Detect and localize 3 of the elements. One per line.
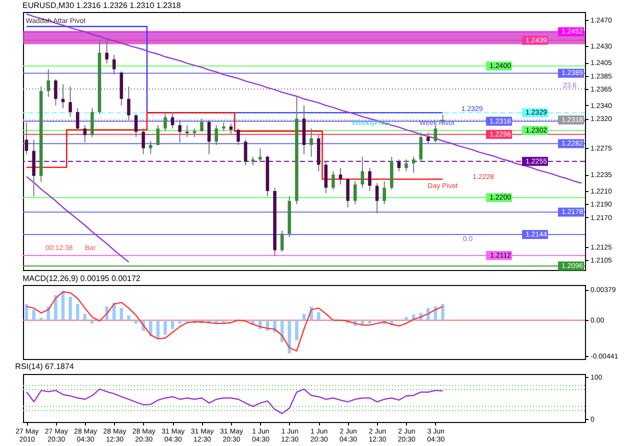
chart-title: RSI(14) 67.1874 — [15, 362, 74, 371]
chart-title: EURUSD,M30 1.2316 1.2326 1.2310 1.2318 — [22, 1, 182, 10]
chart-title: MACD(12,26,9) 0.00195 0.00172 — [22, 274, 141, 283]
